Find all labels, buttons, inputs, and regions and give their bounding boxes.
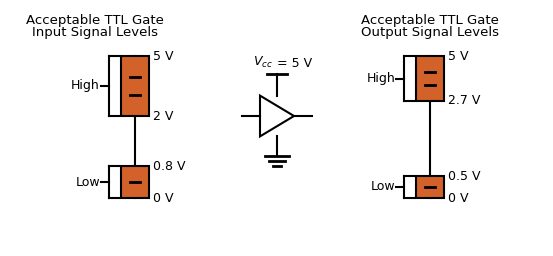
Bar [121, 166, 149, 198]
Text: 5 V: 5 V [448, 49, 468, 62]
Text: 5 V: 5 V [153, 49, 174, 62]
Text: = 5 V: = 5 V [273, 57, 312, 70]
Text: 2.7 V: 2.7 V [448, 94, 481, 108]
Text: 2 V: 2 V [153, 110, 174, 123]
Text: $V_{cc}$: $V_{cc}$ [253, 55, 273, 70]
Text: 0 V: 0 V [448, 191, 468, 205]
Text: High: High [71, 80, 100, 92]
Text: Input Signal Levels: Input Signal Levels [32, 26, 158, 39]
Bar [121, 56, 149, 116]
Text: 0.5 V: 0.5 V [448, 169, 481, 183]
Text: Low: Low [371, 180, 395, 194]
Bar [416, 176, 444, 198]
Text: Acceptable TTL Gate: Acceptable TTL Gate [361, 14, 499, 27]
Text: High: High [366, 72, 395, 85]
Text: Low: Low [75, 176, 100, 188]
Bar [416, 56, 444, 101]
Text: 0.8 V: 0.8 V [153, 159, 185, 173]
Text: Acceptable TTL Gate: Acceptable TTL Gate [26, 14, 164, 27]
Text: 0 V: 0 V [153, 191, 174, 205]
Text: Output Signal Levels: Output Signal Levels [361, 26, 499, 39]
